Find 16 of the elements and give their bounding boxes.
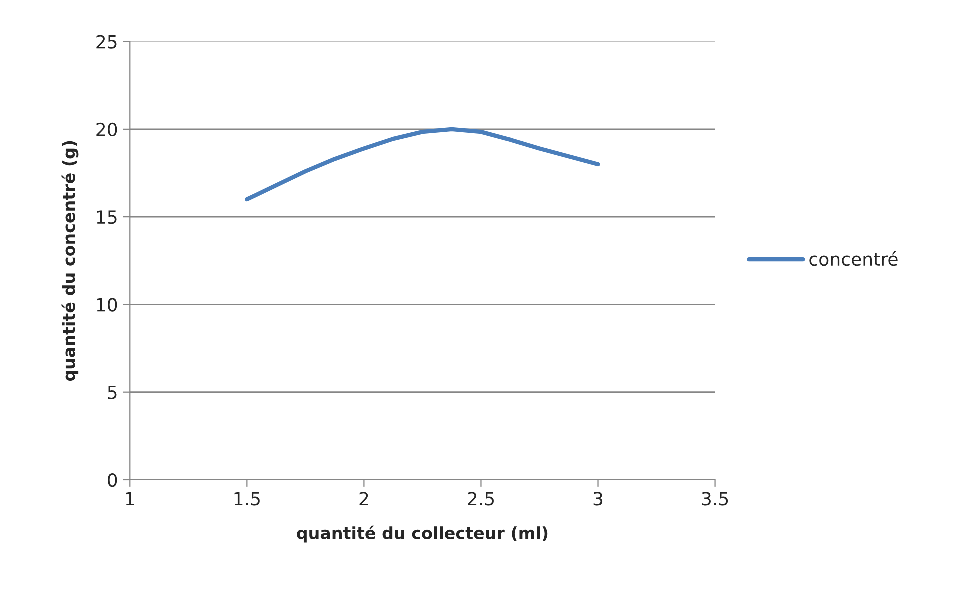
legend-label: concentré <box>810 251 898 266</box>
y-tick-label: 10 <box>97 298 118 312</box>
x-tick-label: 3.5 <box>702 492 728 506</box>
y-tick-label: 20 <box>96 122 118 137</box>
x-tick-label: 2.5 <box>468 492 494 506</box>
y-tick-label: 15 <box>97 210 117 224</box>
line-series <box>245 127 600 202</box>
x-axis-title: quantité du collecteur (ml) <box>297 526 548 543</box>
y-tick-label: 5 <box>108 386 117 400</box>
x-tick-label: 2 <box>360 492 368 506</box>
x-tick-label: 1 <box>126 492 134 506</box>
y-tick-label: 0 <box>108 473 118 488</box>
y-tick-label: 25 <box>96 35 117 49</box>
x-tick-label: 1.5 <box>234 492 260 506</box>
x-tick-label: 3 <box>594 492 603 506</box>
y-axis-title: quantité du concentré (g) <box>62 141 79 382</box>
